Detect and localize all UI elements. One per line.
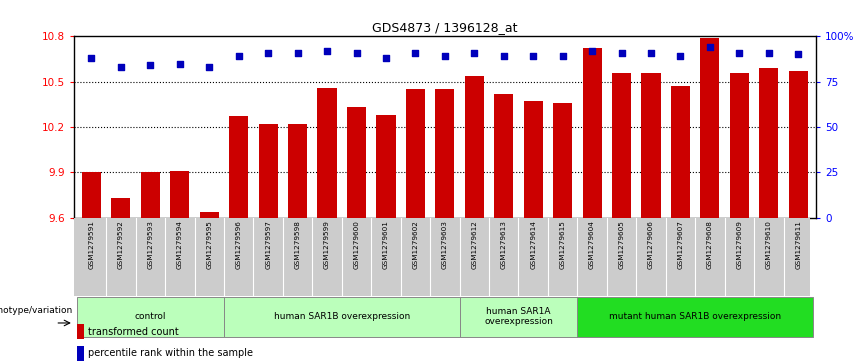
- Point: [703, 44, 717, 50]
- Point: [644, 50, 658, 56]
- Bar: [77, 324, 84, 339]
- Bar: [641, 73, 661, 218]
- Bar: [494, 94, 513, 218]
- Point: [261, 50, 275, 56]
- Text: GSM1279592: GSM1279592: [118, 220, 124, 269]
- Point: [232, 53, 246, 59]
- Text: GSM1279606: GSM1279606: [648, 220, 654, 269]
- Point: [437, 53, 451, 59]
- Text: control: control: [135, 312, 166, 321]
- Point: [585, 48, 599, 54]
- Point: [350, 50, 364, 56]
- Bar: [789, 71, 808, 218]
- Point: [556, 53, 569, 59]
- Bar: [318, 88, 337, 218]
- Text: GSM1279612: GSM1279612: [471, 220, 477, 269]
- Text: GSM1279601: GSM1279601: [383, 220, 389, 269]
- Bar: [760, 68, 779, 218]
- Bar: [82, 172, 101, 218]
- Point: [84, 55, 98, 61]
- Bar: [76, 297, 224, 337]
- Text: GSM1279603: GSM1279603: [442, 220, 448, 269]
- Text: GSM1279613: GSM1279613: [501, 220, 507, 269]
- Bar: [224, 297, 459, 337]
- Point: [202, 64, 216, 70]
- Bar: [141, 172, 160, 218]
- Text: GSM1279607: GSM1279607: [677, 220, 683, 269]
- Point: [467, 50, 481, 56]
- Point: [143, 62, 157, 68]
- Text: GSM1279598: GSM1279598: [294, 220, 300, 269]
- Point: [674, 53, 687, 59]
- Text: transformed count: transformed count: [88, 327, 179, 337]
- Text: GSM1279593: GSM1279593: [148, 220, 154, 269]
- Text: human SAR1B overexpression: human SAR1B overexpression: [273, 312, 410, 321]
- Bar: [259, 124, 278, 218]
- Bar: [671, 86, 690, 218]
- Bar: [347, 107, 366, 218]
- Text: GSM1279605: GSM1279605: [619, 220, 625, 269]
- Bar: [77, 346, 84, 361]
- Bar: [459, 297, 577, 337]
- Bar: [523, 101, 542, 218]
- Text: GSM1279615: GSM1279615: [560, 220, 566, 269]
- Text: GSM1279597: GSM1279597: [265, 220, 271, 269]
- Text: GSM1279608: GSM1279608: [707, 220, 713, 269]
- Point: [409, 50, 423, 56]
- Bar: [553, 103, 572, 218]
- Text: GSM1279602: GSM1279602: [412, 220, 418, 269]
- Text: GSM1279604: GSM1279604: [589, 220, 595, 269]
- Text: GSM1279591: GSM1279591: [89, 220, 95, 269]
- Bar: [612, 73, 631, 218]
- Bar: [464, 76, 483, 218]
- Text: GSM1279610: GSM1279610: [766, 220, 772, 269]
- Text: GSM1279611: GSM1279611: [795, 220, 801, 269]
- Text: GSM1279595: GSM1279595: [207, 220, 213, 269]
- Bar: [170, 171, 189, 218]
- Point: [615, 50, 628, 56]
- Text: GSM1279596: GSM1279596: [236, 220, 241, 269]
- Point: [526, 53, 540, 59]
- Point: [379, 55, 393, 61]
- Bar: [377, 115, 396, 218]
- Bar: [582, 48, 602, 218]
- Point: [173, 61, 187, 66]
- Point: [792, 52, 806, 57]
- Bar: [229, 117, 248, 218]
- Text: genotype/variation: genotype/variation: [0, 306, 72, 315]
- Bar: [577, 297, 813, 337]
- Point: [320, 48, 334, 54]
- Text: percentile rank within the sample: percentile rank within the sample: [88, 348, 253, 358]
- Bar: [200, 212, 219, 218]
- Bar: [406, 89, 425, 218]
- Point: [496, 53, 510, 59]
- Text: GSM1279614: GSM1279614: [530, 220, 536, 269]
- Bar: [288, 124, 307, 218]
- Title: GDS4873 / 1396128_at: GDS4873 / 1396128_at: [372, 21, 517, 34]
- Text: mutant human SAR1B overexpression: mutant human SAR1B overexpression: [609, 312, 781, 321]
- Bar: [730, 73, 749, 218]
- Point: [291, 50, 305, 56]
- Bar: [111, 198, 130, 218]
- Point: [762, 50, 776, 56]
- Point: [114, 64, 128, 70]
- Text: GSM1279599: GSM1279599: [324, 220, 330, 269]
- Text: GSM1279600: GSM1279600: [353, 220, 359, 269]
- Bar: [700, 38, 720, 218]
- Text: GSM1279609: GSM1279609: [736, 220, 742, 269]
- Text: GSM1279594: GSM1279594: [177, 220, 183, 269]
- Text: human SAR1A
overexpression: human SAR1A overexpression: [484, 307, 553, 326]
- Bar: [435, 89, 455, 218]
- Point: [733, 50, 746, 56]
